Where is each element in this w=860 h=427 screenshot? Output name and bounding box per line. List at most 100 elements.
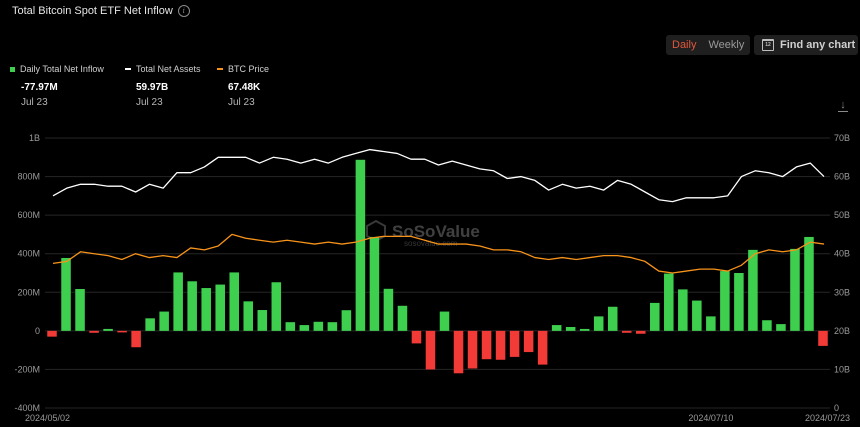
bar-3 — [89, 330, 99, 333]
bar-42 — [635, 330, 646, 334]
bar-11 — [201, 288, 211, 331]
legend-label: BTC Price — [228, 64, 270, 74]
y-right-tick-label: 70B — [834, 133, 850, 143]
y-right-tick-label: 10B — [834, 364, 850, 374]
bar-43 — [650, 302, 660, 331]
x-tick-label: 2024/07/23 — [805, 413, 850, 423]
bar-13 — [229, 272, 239, 331]
chart-title-text: Total Bitcoin Spot ETF Net Inflow — [12, 5, 173, 17]
y-right-tick-label: 60B — [834, 172, 850, 182]
bar-22 — [355, 159, 366, 331]
bar-9 — [173, 272, 183, 331]
y-left-tick-label: -200M — [14, 364, 40, 374]
bar-19 — [313, 321, 324, 331]
legend-date: Jul 23 — [136, 97, 163, 108]
bar-50 — [748, 249, 758, 331]
bar-17 — [285, 322, 296, 331]
bar-12 — [215, 284, 225, 331]
bar-25 — [397, 305, 408, 331]
y-left-tick-label: 600M — [17, 210, 40, 220]
bar-14 — [243, 301, 254, 331]
bar-51 — [762, 320, 772, 331]
bar-2 — [75, 289, 85, 331]
bar-47 — [706, 316, 716, 331]
legend-label: Total Net Assets — [136, 64, 201, 74]
y-left-tick-label: -400M — [14, 403, 40, 413]
legend-swatch-line — [125, 68, 131, 70]
download-icon[interactable]: ↓ — [838, 100, 848, 112]
legend-date: Jul 23 — [228, 97, 255, 108]
bar-18 — [299, 325, 310, 331]
bar-0 — [47, 330, 57, 337]
y-left-tick-label: 0 — [35, 326, 40, 336]
bar-41 — [621, 330, 632, 333]
bar-34 — [523, 330, 534, 353]
bar-30 — [467, 330, 478, 369]
legend-item-daily-net-inflow[interactable]: Daily Total Net Inflow — [10, 64, 104, 74]
bar-36 — [551, 325, 562, 331]
legend-value: -77.97M — [21, 82, 58, 93]
total-net-assets-line — [52, 148, 825, 203]
period-toggle: Daily Weekly — [666, 35, 751, 55]
bar-24 — [383, 288, 394, 331]
legend-swatch-line — [217, 68, 223, 70]
bar-55 — [818, 330, 828, 346]
bar-23 — [369, 236, 380, 331]
legend-date: Jul 23 — [21, 97, 48, 108]
y-right-tick-label: 0 — [834, 403, 839, 413]
legend-value: 67.48K — [228, 82, 261, 93]
x-axis: 2024/05/02 2024/07/10 2024/07/23 — [25, 413, 850, 423]
bar-38 — [579, 328, 590, 331]
bar-26 — [411, 330, 422, 344]
y-left-tick-label: 400M — [17, 249, 40, 259]
find-any-chart-label: Find any chart — [780, 39, 856, 51]
y-axis-right: 70B 60B 50B 40B 30B 20B 10B 0 — [834, 133, 850, 413]
legend-label: Daily Total Net Inflow — [20, 64, 104, 74]
weekly-tab[interactable]: Weekly — [708, 39, 745, 51]
y-left-tick-label: 200M — [17, 287, 40, 297]
y-right-tick-label: 20B — [834, 326, 850, 336]
bar-6 — [131, 330, 141, 348]
legend-item-btc-price[interactable]: BTC Price — [217, 64, 269, 74]
calendar-icon: 12 — [762, 39, 774, 51]
bar-8 — [159, 311, 169, 331]
bar-48 — [720, 271, 730, 331]
chart-title: Total Bitcoin Spot ETF Net Inflow i — [12, 5, 190, 17]
bar-54 — [804, 236, 814, 331]
bar-46 — [692, 300, 702, 331]
bar-39 — [593, 316, 604, 331]
bar-1 — [61, 257, 71, 331]
find-any-chart-button[interactable]: 12 Find any chart — [754, 35, 858, 55]
bar-49 — [734, 273, 744, 331]
y-right-tick-label: 40B — [834, 249, 850, 259]
legend-swatch-square — [10, 66, 15, 72]
y-left-tick-label: 800M — [17, 172, 40, 182]
line-series — [52, 148, 825, 274]
bar-31 — [481, 330, 492, 360]
bar-4 — [103, 328, 113, 331]
bar-15 — [257, 310, 268, 331]
x-tick-label: 2024/07/10 — [688, 413, 733, 423]
info-circle-icon[interactable]: i — [177, 5, 190, 17]
bar-27 — [425, 330, 436, 370]
bar-33 — [509, 330, 520, 357]
bar-45 — [678, 289, 688, 331]
bar-5 — [117, 330, 127, 333]
legend: Daily Total Net Inflow -77.97M Jul 23 To… — [0, 64, 860, 114]
x-tick-label: 2024/05/02 — [25, 413, 70, 423]
gridlines — [45, 137, 830, 409]
bar-52 — [776, 324, 786, 331]
bar-40 — [607, 306, 618, 331]
btc-price-line — [52, 233, 825, 274]
bar-21 — [341, 310, 352, 331]
watermark-sub: sosovalue.com — [404, 239, 458, 248]
bar-series — [47, 159, 828, 374]
y-left-tick-label: 1B — [29, 133, 40, 143]
daily-tab[interactable]: Daily — [672, 39, 697, 51]
legend-item-total-net-assets[interactable]: Total Net Assets — [125, 64, 201, 74]
bar-32 — [495, 330, 506, 360]
bar-28 — [439, 311, 450, 331]
y-axis-left: 1B 800M 600M 400M 200M 0 -200M -400M — [14, 133, 40, 413]
bar-16 — [271, 282, 282, 331]
